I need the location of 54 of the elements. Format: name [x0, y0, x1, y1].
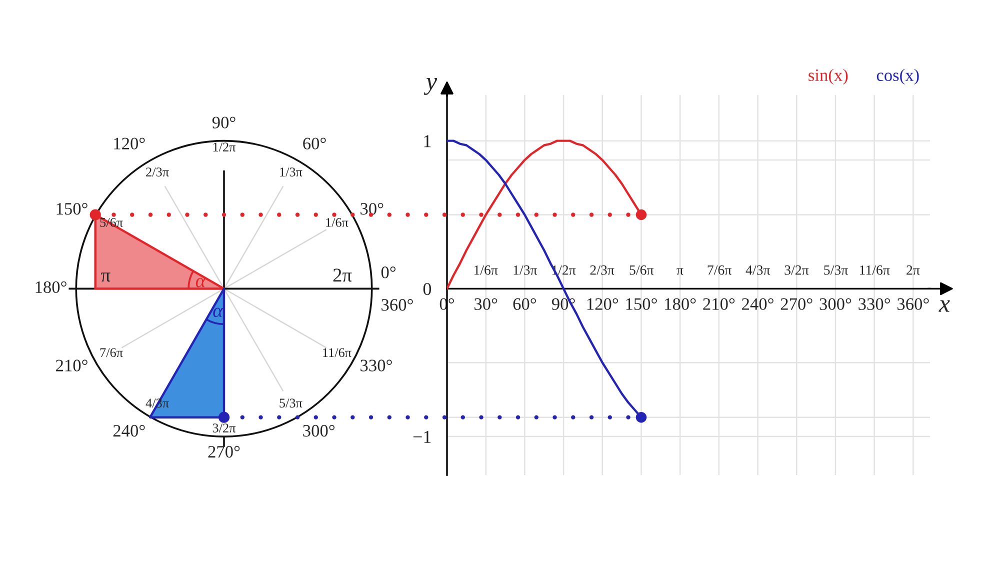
x-tick-label: 330°: [858, 298, 890, 310]
x2-tick-label: 1/6π: [474, 265, 498, 275]
text: 270°: [208, 446, 240, 458]
text: α: [196, 278, 206, 288]
x2-tick-label: 1/3π: [514, 265, 538, 275]
text: 240°: [113, 424, 145, 437]
text: 30°: [360, 202, 384, 215]
y-axis-title: y: [424, 78, 438, 95]
text: 4/3π: [146, 398, 169, 408]
x-tick-label: 360°: [898, 298, 929, 310]
x-tick-label: 60°: [513, 298, 536, 310]
x2-tick-label: 11/6π: [860, 265, 890, 275]
x-tick-label: 300°: [820, 298, 852, 310]
text: cos(x): [876, 68, 919, 85]
x2-tick-label: 7/6π: [708, 265, 732, 275]
text: 60°: [303, 138, 326, 150]
x2-tick-label: π: [676, 268, 684, 275]
text: 150°: [56, 202, 88, 215]
x2-tick-label: 2/3π: [590, 265, 614, 275]
x2-tick-label: 4/3π: [746, 265, 770, 275]
x-tick-label: 30°: [474, 298, 498, 310]
text: 300°: [303, 424, 335, 437]
x-tick-label: 150°: [626, 298, 657, 310]
x-tick-label: 210°: [703, 298, 735, 310]
x-axis-title: x: [938, 300, 950, 312]
text: 5/3π: [280, 398, 302, 408]
text: 11/6π: [323, 348, 352, 358]
text: 180°: [36, 281, 66, 294]
text: α: [213, 308, 224, 318]
text: 330°: [360, 360, 392, 372]
text: 90°: [212, 116, 236, 128]
text: 3/2π: [212, 424, 236, 432]
x-tick-label: 240°: [742, 298, 774, 310]
x-tick-label: 120°: [587, 298, 618, 310]
x2-tick-label: 5/3π: [824, 265, 848, 275]
text: 120°: [114, 138, 145, 150]
text: 210°: [56, 360, 88, 372]
text: 2/3π: [146, 168, 169, 176]
text: 2π: [333, 268, 352, 282]
text: π: [101, 272, 110, 282]
x-tick-label: 270°: [780, 298, 812, 310]
x-tick-label: 180°: [665, 298, 696, 310]
x2-tick-label: 3/2π: [784, 265, 809, 275]
text: 0°: [381, 266, 396, 278]
x2-tick-label: 2π: [906, 265, 920, 275]
y-tick-label: 1: [424, 135, 431, 148]
x2-tick-label: 5/6π: [630, 265, 654, 275]
text: 1/3π: [280, 168, 302, 176]
text: sin(x): [808, 68, 848, 85]
y-tick-label: 0: [423, 282, 432, 296]
text: 1/6π: [326, 218, 348, 227]
text: 1/2π: [213, 142, 236, 152]
text: 7/6π: [100, 348, 123, 358]
y-tick-label: −1: [413, 430, 431, 443]
